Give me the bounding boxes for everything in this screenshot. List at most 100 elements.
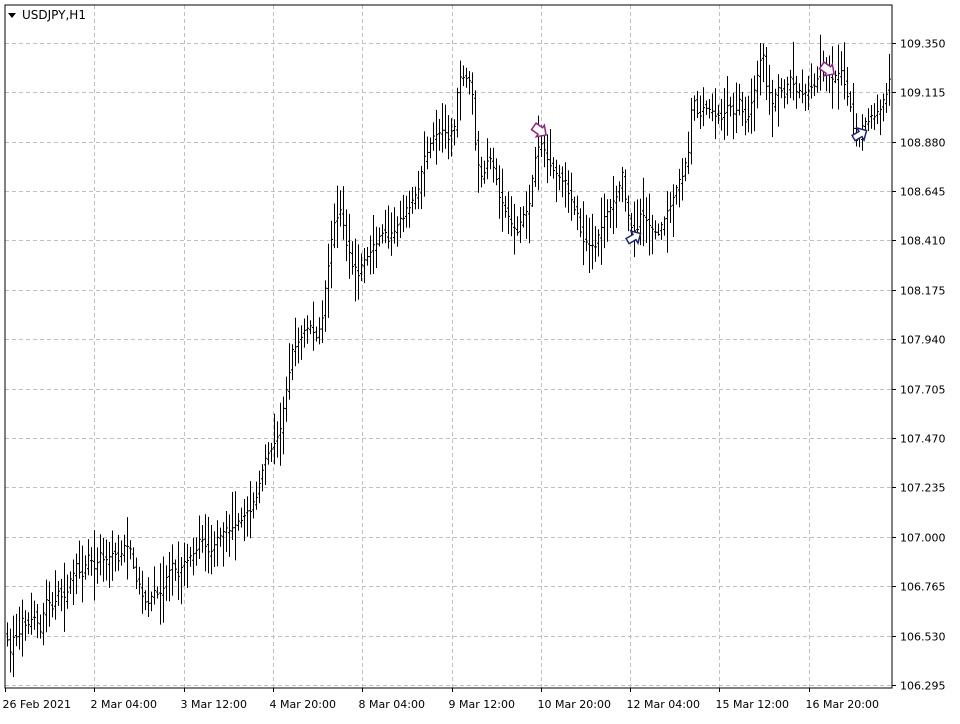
- buy-arrow-shape: [625, 229, 642, 246]
- price-bar: [804, 83, 807, 111]
- price-bar: [216, 520, 219, 567]
- price-bar: [258, 470, 261, 504]
- price-bar: [750, 78, 753, 134]
- price-bar: [651, 214, 654, 255]
- price-bar: [531, 174, 534, 207]
- price-axis: 109.350 109.115 108.880 108.645 108.410 108.1…: [892, 38, 946, 693]
- price-bar: [477, 130, 480, 193]
- price-bar: [240, 507, 243, 528]
- price-bar: [609, 198, 612, 228]
- price-bar: [150, 591, 153, 612]
- price-bar: [462, 65, 465, 87]
- price-bar: [63, 562, 66, 632]
- price-bar: [261, 464, 264, 492]
- price-bar: [696, 90, 699, 119]
- price-bar: [525, 191, 528, 239]
- dropdown-triangle-icon[interactable]: [8, 12, 16, 18]
- price-bar: [711, 93, 714, 122]
- price-bar: [684, 157, 687, 182]
- price-bar: [528, 184, 531, 244]
- price-bar: [186, 543, 189, 588]
- price-bar: [414, 186, 417, 210]
- price-bar: [33, 600, 36, 630]
- sell-signal-arrow-icon: [530, 122, 547, 138]
- price-bar: [507, 191, 510, 234]
- price-bar: [618, 181, 621, 202]
- price-bar: [675, 184, 678, 205]
- price-bar: [567, 170, 570, 213]
- price-bar: [585, 214, 588, 252]
- price-bar: [873, 103, 876, 130]
- y-tick-label: 106.530: [900, 631, 946, 644]
- price-bar: [54, 570, 57, 620]
- price-bar: [21, 599, 24, 657]
- price-bar: [768, 64, 771, 115]
- price-bar: [192, 537, 195, 576]
- price-bar: [762, 43, 765, 83]
- price-bar: [390, 212, 393, 256]
- price-bar: [162, 556, 165, 623]
- price-bar: [135, 557, 138, 589]
- price-bar: [867, 108, 870, 132]
- price-bars: [6, 34, 891, 678]
- price-bar: [396, 216, 399, 247]
- symbol-title[interactable]: USDJPY,H1: [8, 6, 89, 24]
- price-bar: [801, 69, 804, 104]
- price-bar: [378, 227, 381, 247]
- sell-arrow-shape: [530, 122, 547, 138]
- price-bar: [882, 93, 885, 122]
- price-bar: [255, 481, 258, 510]
- price-bar: [792, 41, 795, 101]
- price-bar: [846, 66, 849, 106]
- price-bar: [570, 172, 573, 221]
- price-bar: [129, 540, 132, 560]
- price-bar: [159, 563, 162, 625]
- price-bar: [510, 196, 513, 237]
- price-bar: [513, 204, 516, 255]
- price-bar: [210, 524, 213, 575]
- price-bar: [465, 67, 468, 88]
- price-bar: [246, 496, 249, 537]
- price-bar: [708, 99, 711, 119]
- price-bar: [177, 541, 180, 600]
- x-tick-label: 10 Mar 20:00: [538, 698, 611, 711]
- price-bar: [600, 197, 603, 265]
- x-tick-label: 16 Mar 20:00: [806, 698, 879, 711]
- y-tick-label: 107.235: [900, 482, 946, 495]
- price-bar: [831, 46, 834, 109]
- price-bar: [252, 492, 255, 519]
- price-bar: [435, 109, 438, 165]
- x-tick-label: 2 Mar 04:00: [91, 698, 157, 711]
- price-bar: [441, 103, 444, 153]
- price-bar: [381, 224, 384, 244]
- price-bar: [330, 220, 333, 289]
- price-bar: [153, 566, 156, 605]
- price-bar: [843, 42, 846, 100]
- price-bar: [783, 79, 786, 109]
- price-bar: [270, 442, 273, 462]
- x-tick-label: 8 Mar 04:00: [359, 698, 425, 711]
- price-bar: [372, 215, 375, 275]
- price-bar: [690, 97, 693, 165]
- price-bar: [195, 537, 198, 566]
- buy-signal-arrow-icon: [625, 229, 642, 246]
- price-bar: [393, 207, 396, 244]
- price-bar: [183, 542, 186, 586]
- y-tick-label: 106.295: [900, 680, 946, 693]
- price-bar: [234, 491, 237, 561]
- buy-signal-arrow-icon: [851, 126, 868, 143]
- price-bar: [777, 74, 780, 127]
- price-bar: [15, 613, 18, 647]
- price-bar: [657, 223, 660, 236]
- price-bar: [273, 413, 276, 465]
- price-bar: [156, 586, 159, 599]
- y-tick-label: 107.470: [900, 433, 946, 446]
- price-bar: [687, 131, 690, 174]
- price-bar: [228, 514, 231, 557]
- price-bar: [471, 72, 474, 115]
- price-bar: [225, 510, 228, 552]
- price-bar: [834, 70, 837, 84]
- price-bar: [18, 606, 21, 650]
